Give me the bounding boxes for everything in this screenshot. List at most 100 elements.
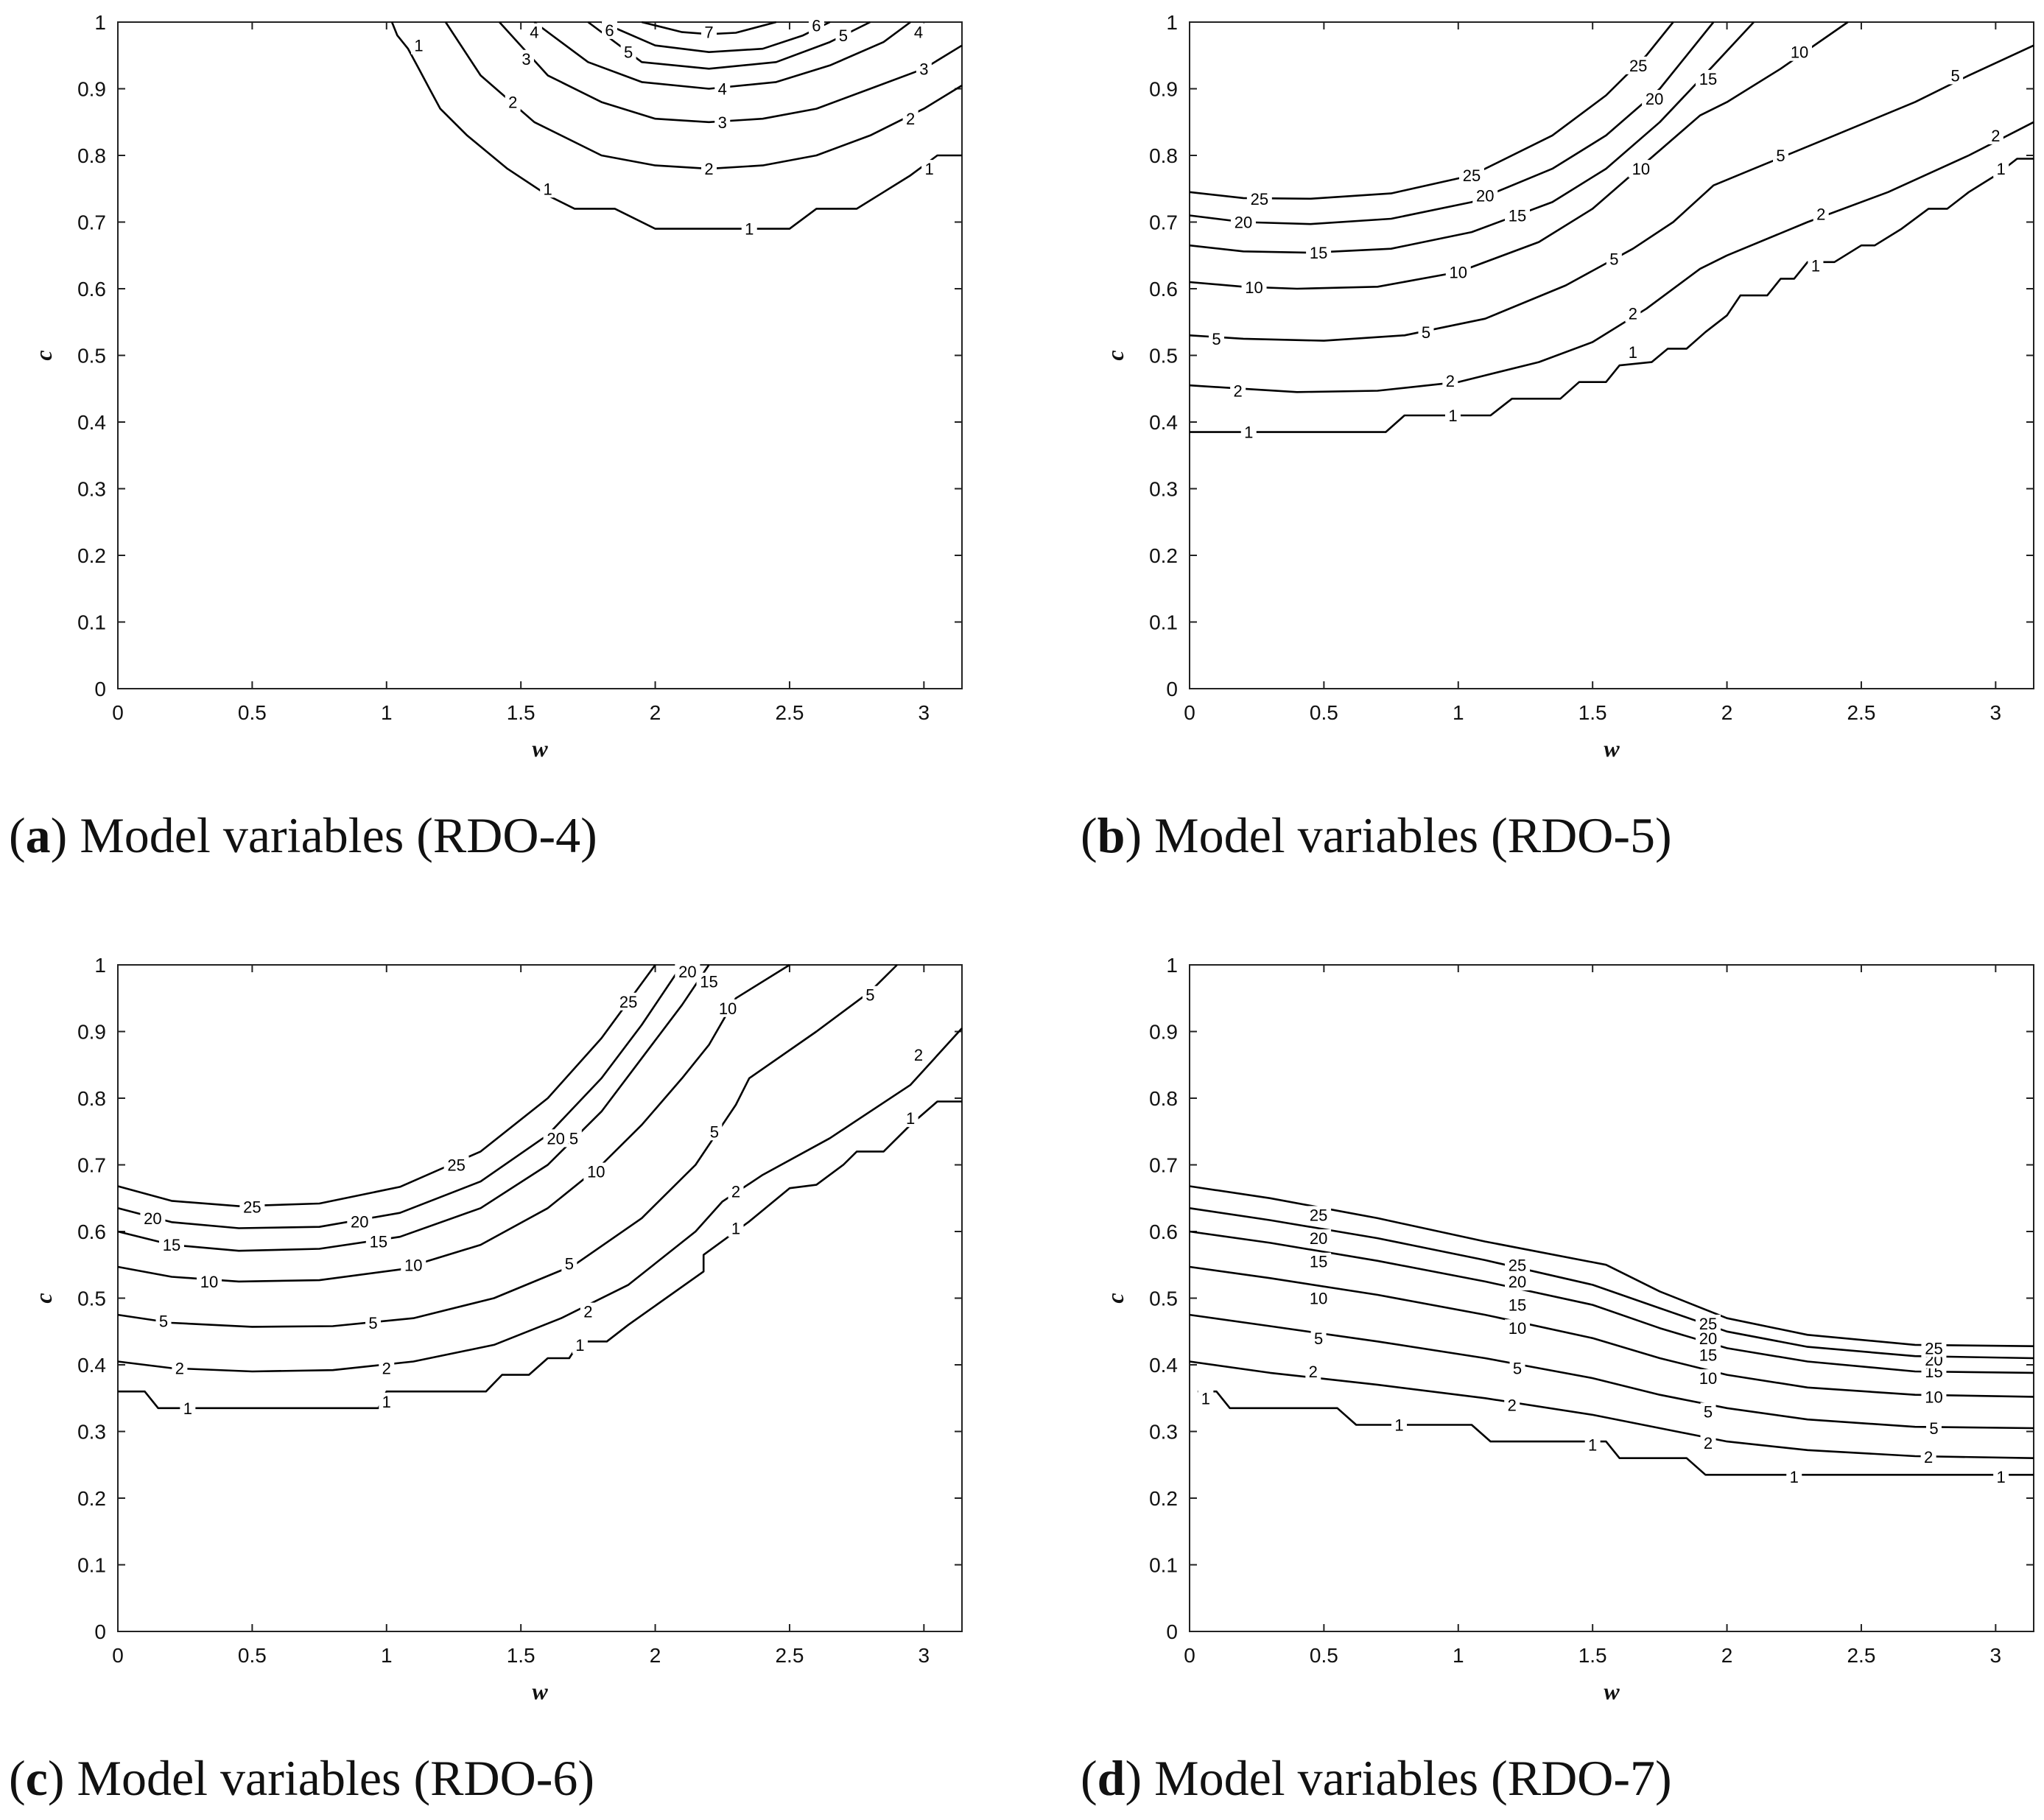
contour-label-bg — [701, 23, 717, 41]
contour-label-bg — [140, 1209, 166, 1227]
y-axis-label: c — [1102, 1293, 1128, 1303]
caption-letter: d — [1097, 1750, 1125, 1806]
contour-line-10 — [1189, 21, 1849, 290]
contour-label: 10 — [1791, 43, 1808, 62]
contour-label: 7 — [704, 24, 713, 42]
y-tick-label: 0 — [94, 678, 106, 700]
contour-label-bg — [1921, 1339, 1947, 1357]
contour-label: 4 — [718, 80, 727, 99]
contour-label: 10 — [404, 1256, 422, 1274]
contour-label-bg — [910, 1046, 927, 1064]
contour-label-bg — [1925, 1419, 1942, 1437]
contour-label-bg — [1505, 1256, 1531, 1274]
contour-label: 15 — [1310, 1253, 1327, 1271]
x-tick-label: 0 — [112, 1644, 124, 1667]
contour-label: 25 — [1629, 57, 1647, 75]
contour-label: 20 — [144, 1209, 161, 1228]
plot-frame — [117, 964, 963, 1632]
contour-label-bg — [518, 49, 534, 68]
y-tick-label: 0.6 — [77, 278, 106, 301]
contour-label-bg — [1625, 342, 1641, 361]
y-tick-label: 0.1 — [1149, 611, 1178, 634]
contour-label-bg — [1987, 126, 2003, 144]
contour-label-bg — [1306, 1229, 1332, 1248]
contour-label-bg — [1442, 371, 1458, 390]
x-tick-label: 2.5 — [775, 1644, 804, 1667]
contour-label: 25 — [1925, 1339, 1942, 1357]
y-tick-label: 1 — [1166, 954, 1178, 977]
contour-label: 2 — [508, 94, 517, 112]
contour-label: 2 — [1991, 127, 2000, 145]
y-tick-label: 0.4 — [1149, 411, 1178, 434]
contour-label: 5 — [1212, 330, 1221, 348]
contour-label-bg — [572, 1335, 588, 1354]
y-tick-label: 0.8 — [1149, 1087, 1178, 1110]
contour-line-25 — [117, 964, 656, 1207]
contour-label-bg — [1625, 304, 1641, 323]
contour-label: 4 — [530, 24, 538, 42]
y-tick-label: 0.2 — [1149, 544, 1178, 567]
contour-label-bg — [835, 27, 851, 45]
contour-label-bg — [1241, 278, 1267, 297]
contour-label-bg — [862, 985, 878, 1004]
contour-label-bg — [1230, 382, 1246, 400]
contour-label-bg — [602, 21, 618, 39]
contour-label-bg — [1472, 186, 1498, 205]
contour-label: 2 — [1234, 382, 1243, 400]
y-tick-label: 0.5 — [1149, 1287, 1178, 1310]
contour-label-bg — [910, 23, 927, 41]
contour-label-bg — [1505, 1319, 1531, 1338]
y-tick-label: 0.4 — [77, 411, 106, 434]
contour-line-20 — [117, 964, 684, 1229]
caption-text: Model variables (RDO-4) — [80, 807, 597, 863]
y-tick-label: 0 — [1166, 678, 1178, 700]
contour-label-bg — [902, 1109, 919, 1128]
contour-label: 5 — [1422, 323, 1430, 342]
contour-label: 5 — [159, 1312, 168, 1330]
contour-label: 20 — [1646, 90, 1663, 108]
caption-b: (b) Model variables (RDO-5) — [1081, 807, 1672, 863]
y-tick-label: 0.3 — [1149, 1421, 1178, 1444]
contour-label: 20 — [1310, 1229, 1327, 1248]
contour-label-bg — [701, 160, 717, 178]
contour-label: 2 — [914, 1046, 923, 1064]
contour-label-bg — [365, 1232, 391, 1251]
contour-label: 1 — [1629, 343, 1637, 362]
contour-label-bg — [1505, 1272, 1531, 1290]
contour-plot-rdo5: 0 0.5 1 1.5 2 2.5 3 0 0.1 0.2 0.3 0.4 0.5 0.6 0.7 0.8 0.… — [1102, 11, 2034, 762]
contour-label-bg — [239, 1198, 265, 1216]
contour-label: 20 — [1476, 186, 1494, 205]
contour-label-bg — [921, 160, 938, 178]
contour-label: 10 — [1310, 1290, 1327, 1308]
contour-label: 25 — [1699, 1315, 1717, 1333]
contour-label: 5 — [1513, 1360, 1522, 1378]
contour-label: 1 — [1997, 1468, 2006, 1486]
contour-label: 4 — [914, 24, 923, 42]
contour-line-15 — [117, 964, 710, 1252]
contour-label: 5 — [1929, 1419, 1938, 1438]
contour-label: 2 — [1508, 1396, 1517, 1414]
contour-label-bg — [916, 60, 932, 78]
y-tick-label: 0.2 — [77, 544, 106, 567]
contour-label: 1 — [745, 220, 754, 239]
contour-label: 25 — [447, 1156, 465, 1175]
contour-label-bg — [505, 93, 521, 111]
contour-label: 1 — [414, 37, 423, 55]
contour-label: 20 — [1699, 1329, 1717, 1348]
contour-label-bg — [197, 1272, 222, 1290]
contour-label-bg — [1505, 1296, 1531, 1314]
x-tick-label: 0.5 — [1310, 1644, 1338, 1667]
contour-label: 2 — [382, 1360, 391, 1378]
contour-label-bg — [1993, 160, 2009, 178]
contour-label: 1 — [925, 160, 934, 178]
y-tick-label: 0.9 — [77, 78, 106, 101]
y-tick-label: 0.4 — [77, 1354, 106, 1377]
y-tick-label: 0.6 — [1149, 1220, 1178, 1243]
y-tick-label: 0.1 — [77, 1554, 106, 1577]
contour-label-bg — [1584, 1436, 1601, 1454]
contour-label-bg — [1626, 56, 1651, 74]
contour-label: 5 — [1704, 1402, 1713, 1421]
contour-label-bg — [1305, 1363, 1321, 1381]
contour-label-bg — [401, 1256, 426, 1274]
contour-label: 5 — [368, 1314, 377, 1332]
